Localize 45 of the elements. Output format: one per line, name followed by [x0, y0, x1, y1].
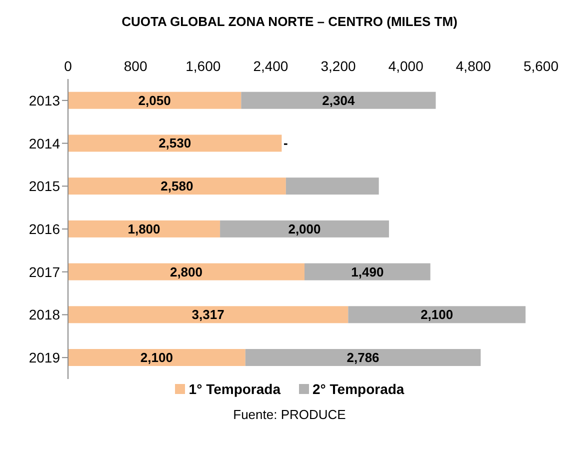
y-tick-label: 2014 [28, 135, 60, 152]
data-label: 3,317 [192, 307, 224, 322]
bar [220, 220, 389, 238]
x-tick-label: 3,200 [320, 58, 356, 74]
bar [68, 92, 242, 109]
bar [304, 263, 430, 280]
x-tick-label: 800 [124, 58, 148, 74]
source-note: Fuente: PRODUCE [232, 407, 347, 422]
x-tick-label: 4,800 [456, 58, 492, 74]
data-label: 2,530 [158, 136, 192, 151]
bar [348, 306, 526, 324]
y-tick-label: 2016 [28, 220, 60, 237]
bar [68, 306, 348, 324]
legend-label: 1° Temporada [188, 381, 280, 397]
bar [68, 178, 286, 195]
data-label: 2,800 [170, 264, 203, 280]
bar [68, 220, 220, 238]
data-label: 2,000 [288, 221, 321, 236]
data-label: 2,100 [140, 350, 173, 365]
legend-label: 2° Temporada [312, 381, 404, 397]
data-label: 1,800 [128, 221, 160, 236]
data-label: 2,786 [346, 350, 380, 365]
x-tick-label: 2,400 [253, 58, 288, 74]
bar [68, 349, 246, 366]
data-label: 2,304 [322, 92, 356, 108]
y-tick-label: 2013 [28, 92, 60, 108]
x-tick-label: 1,600 [186, 58, 221, 74]
x-tick-label: 5,600 [523, 58, 559, 74]
x-tick-label: 4,000 [388, 58, 424, 74]
data-label: 1,490 [351, 264, 384, 280]
bar [245, 349, 481, 366]
x-tick-label: 0 [64, 58, 72, 74]
data-label: 2,580 [160, 178, 194, 194]
y-tick-label: 2019 [28, 350, 60, 366]
chart-title: CUOTA GLOBAL ZONA NORTE – CENTRO (MILES TM) [120, 14, 458, 29]
data-label: 2,050 [138, 92, 171, 108]
y-tick-label: 2018 [28, 306, 60, 323]
data-label: - [284, 136, 288, 151]
bar [68, 134, 282, 152]
bar [68, 263, 304, 280]
bar [286, 178, 379, 195]
y-tick-label: 2017 [28, 264, 60, 280]
bar [241, 92, 436, 109]
data-label: 2,100 [420, 307, 454, 322]
y-tick-label: 2015 [28, 178, 60, 194]
